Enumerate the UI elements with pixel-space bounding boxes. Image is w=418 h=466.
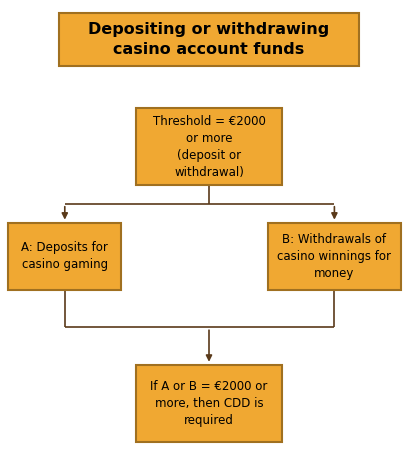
Text: Threshold = €2000
or more
(deposit or
withdrawal): Threshold = €2000 or more (deposit or wi…: [153, 115, 265, 179]
FancyBboxPatch shape: [59, 13, 359, 66]
Text: If A or B = €2000 or
more, then CDD is
required: If A or B = €2000 or more, then CDD is r…: [150, 380, 268, 426]
Text: B: Withdrawals of
casino winnings for
money: B: Withdrawals of casino winnings for mo…: [278, 233, 391, 280]
FancyBboxPatch shape: [136, 108, 282, 185]
Text: Depositing or withdrawing
casino account funds: Depositing or withdrawing casino account…: [88, 22, 330, 57]
FancyBboxPatch shape: [136, 364, 282, 442]
FancyBboxPatch shape: [8, 223, 121, 290]
Text: A: Deposits for
casino gaming: A: Deposits for casino gaming: [21, 241, 108, 271]
FancyBboxPatch shape: [268, 223, 401, 290]
